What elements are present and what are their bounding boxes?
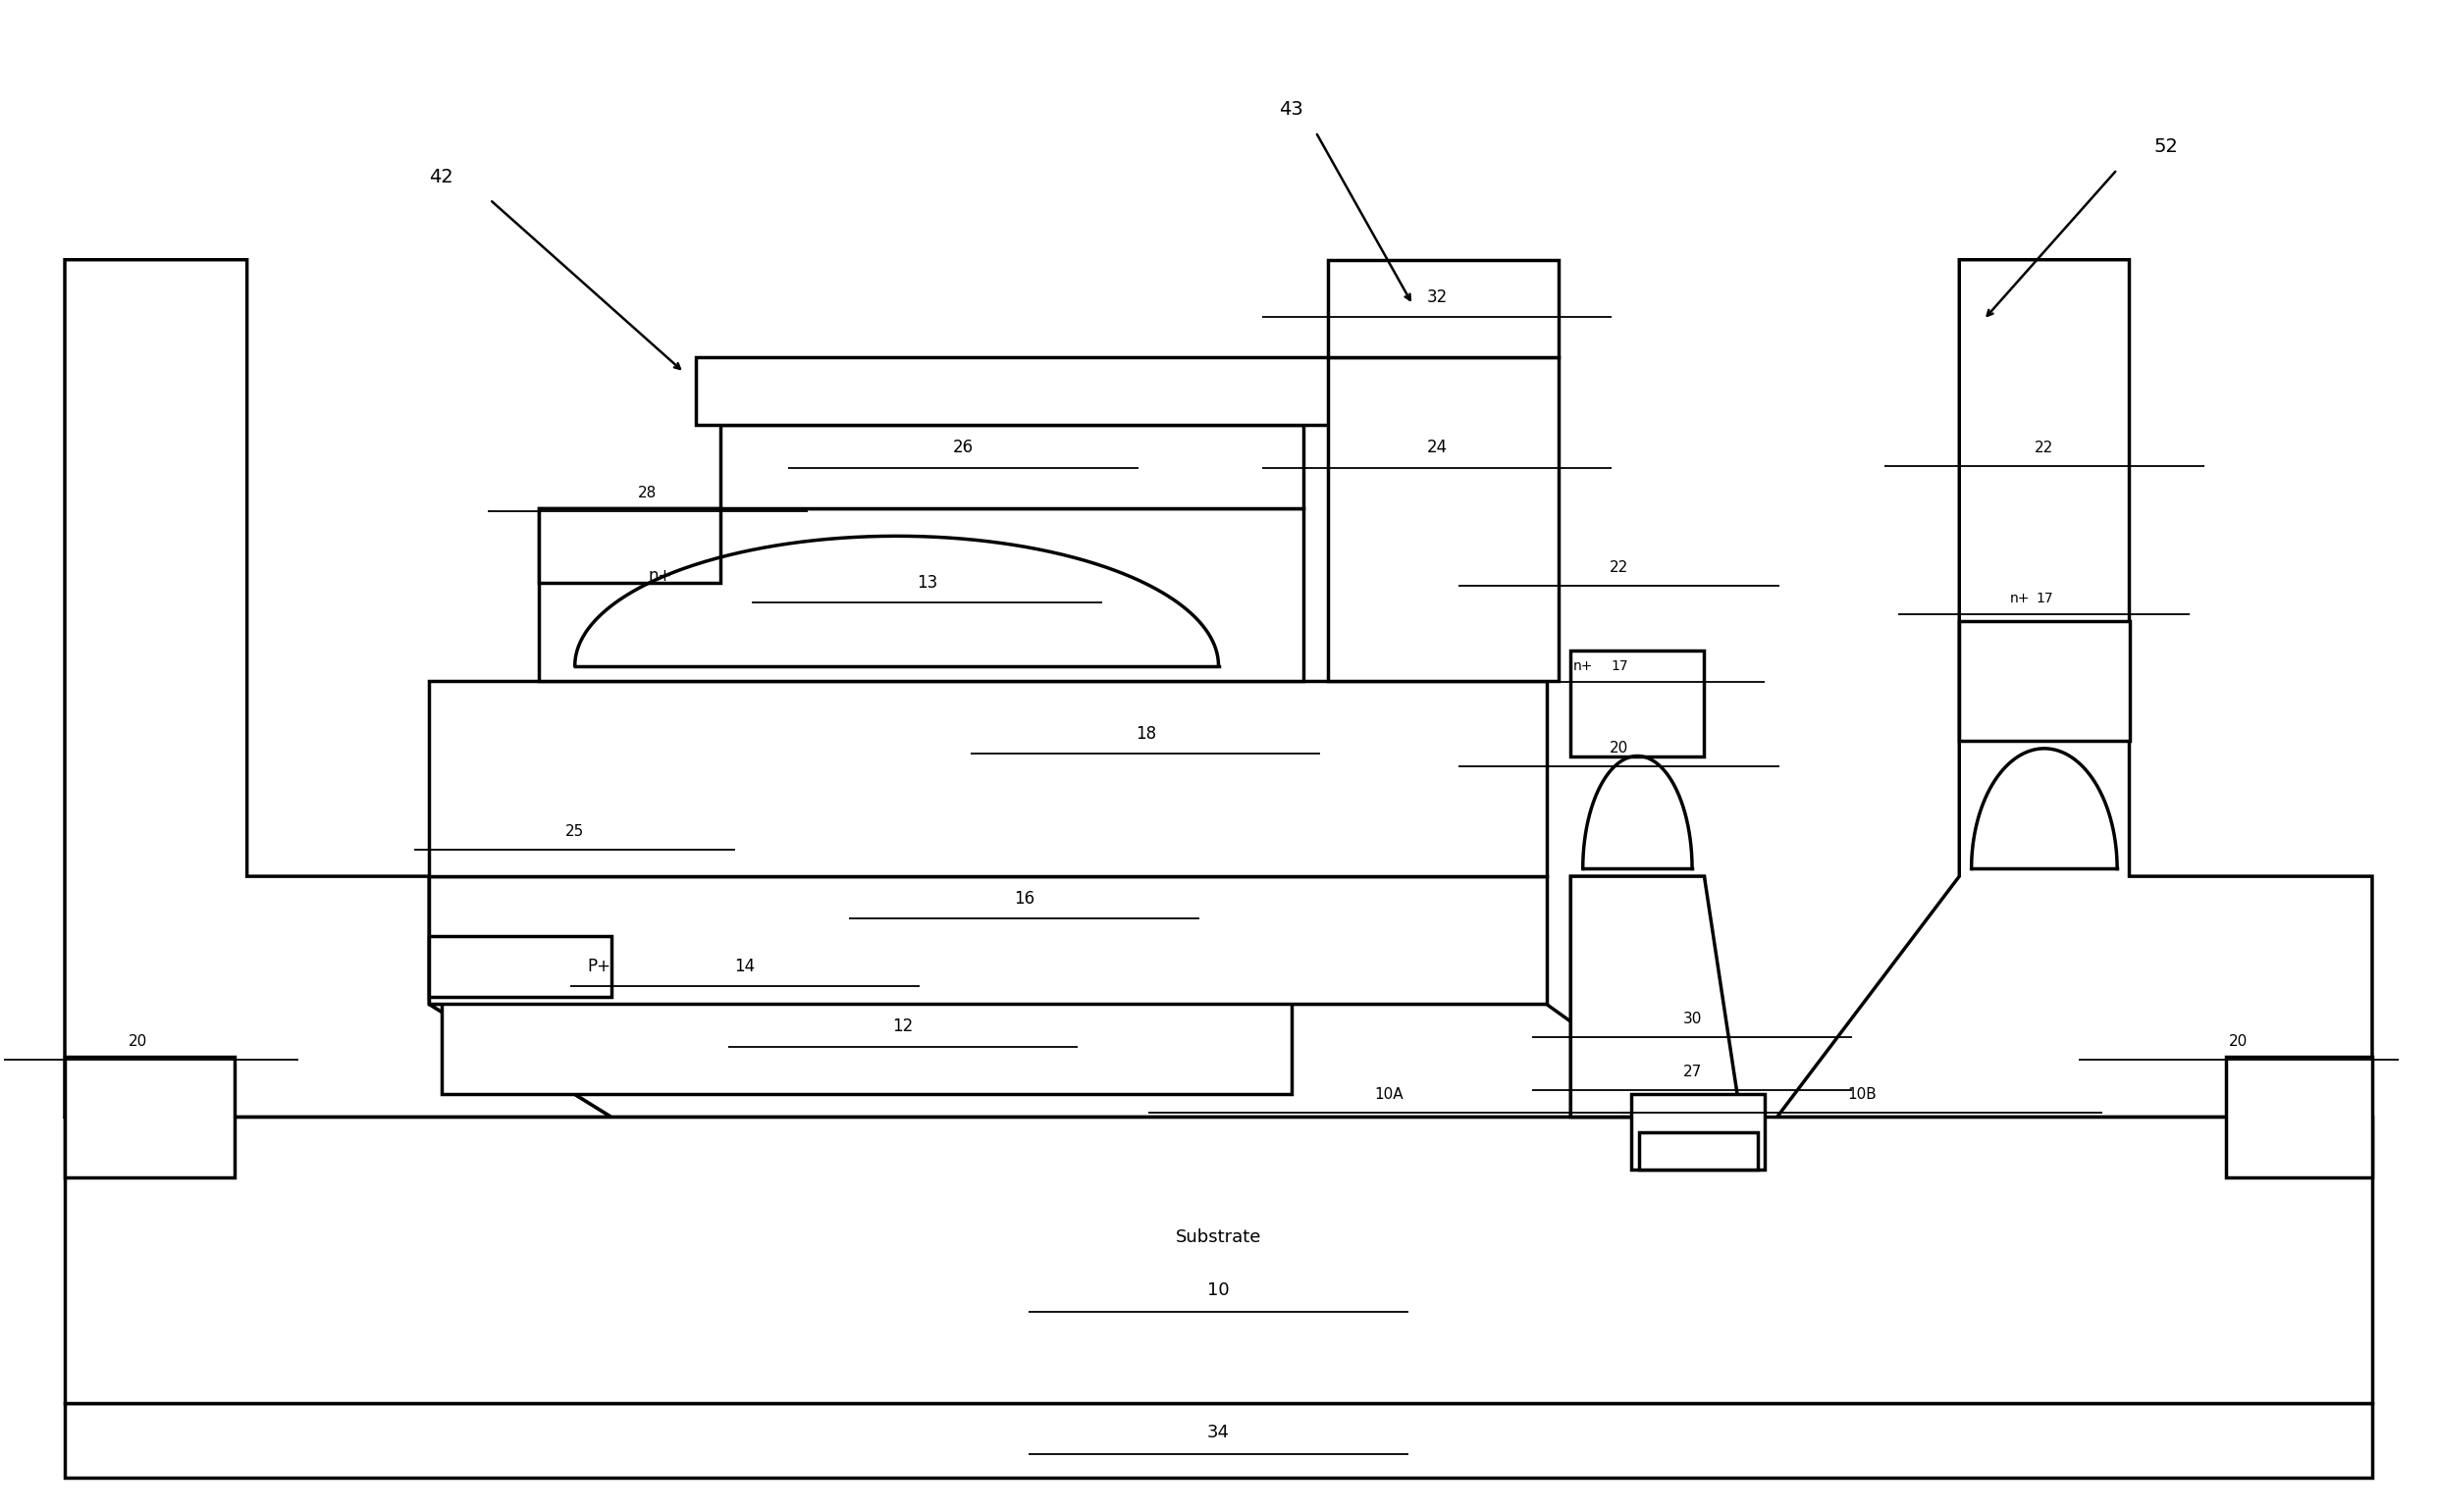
Polygon shape xyxy=(429,1004,1703,1117)
Bar xyxy=(1959,620,2130,741)
Bar xyxy=(1638,1132,1757,1170)
Text: 28: 28 xyxy=(638,485,658,500)
Text: 17: 17 xyxy=(2035,591,2052,605)
Text: 10B: 10B xyxy=(1847,1087,1876,1102)
Text: 27: 27 xyxy=(1682,1064,1701,1080)
Bar xyxy=(1572,650,1703,756)
Polygon shape xyxy=(1572,877,1703,1117)
Bar xyxy=(66,1057,234,1176)
Polygon shape xyxy=(697,357,1340,425)
Bar xyxy=(1630,1095,1764,1170)
Text: 18: 18 xyxy=(1136,724,1155,742)
Bar xyxy=(539,508,721,584)
Text: 10: 10 xyxy=(1206,1281,1231,1299)
Text: 20: 20 xyxy=(2230,1034,2247,1049)
Polygon shape xyxy=(441,951,1292,1095)
Polygon shape xyxy=(66,260,612,1117)
Text: 43: 43 xyxy=(1279,100,1304,118)
Text: 10A: 10A xyxy=(1374,1087,1404,1102)
Text: 25: 25 xyxy=(565,824,585,839)
Text: n+: n+ xyxy=(2011,591,2030,605)
Polygon shape xyxy=(721,425,1304,508)
Text: 32: 32 xyxy=(1426,289,1448,305)
Polygon shape xyxy=(1777,260,2371,1117)
Text: 26: 26 xyxy=(953,438,975,457)
Text: 42: 42 xyxy=(429,168,453,186)
Text: 30: 30 xyxy=(1682,1012,1701,1027)
Polygon shape xyxy=(1572,877,1740,1117)
Text: P+: P+ xyxy=(587,957,612,975)
Text: Substrate: Substrate xyxy=(1175,1228,1262,1246)
Text: 17: 17 xyxy=(1611,659,1628,673)
Text: 14: 14 xyxy=(734,957,755,975)
Text: 24: 24 xyxy=(1426,438,1448,457)
Bar xyxy=(429,936,612,996)
Polygon shape xyxy=(539,508,1304,680)
Bar xyxy=(2227,1057,2371,1176)
Text: 20: 20 xyxy=(1611,741,1628,756)
Text: 52: 52 xyxy=(2154,138,2179,156)
Bar xyxy=(1328,357,1560,680)
Text: 16: 16 xyxy=(1014,891,1036,907)
Text: n+: n+ xyxy=(1572,659,1594,673)
Text: 12: 12 xyxy=(892,1018,914,1036)
Bar xyxy=(66,1117,2371,1403)
Text: n+: n+ xyxy=(648,567,673,584)
Text: 13: 13 xyxy=(916,575,938,591)
Text: 22: 22 xyxy=(1611,561,1628,576)
Polygon shape xyxy=(429,680,1547,877)
Polygon shape xyxy=(429,877,1547,1004)
Text: 34: 34 xyxy=(1206,1424,1231,1441)
Bar xyxy=(66,1403,2371,1477)
Bar xyxy=(1328,260,1560,357)
Text: 20: 20 xyxy=(129,1034,146,1049)
Text: 22: 22 xyxy=(2035,440,2054,455)
